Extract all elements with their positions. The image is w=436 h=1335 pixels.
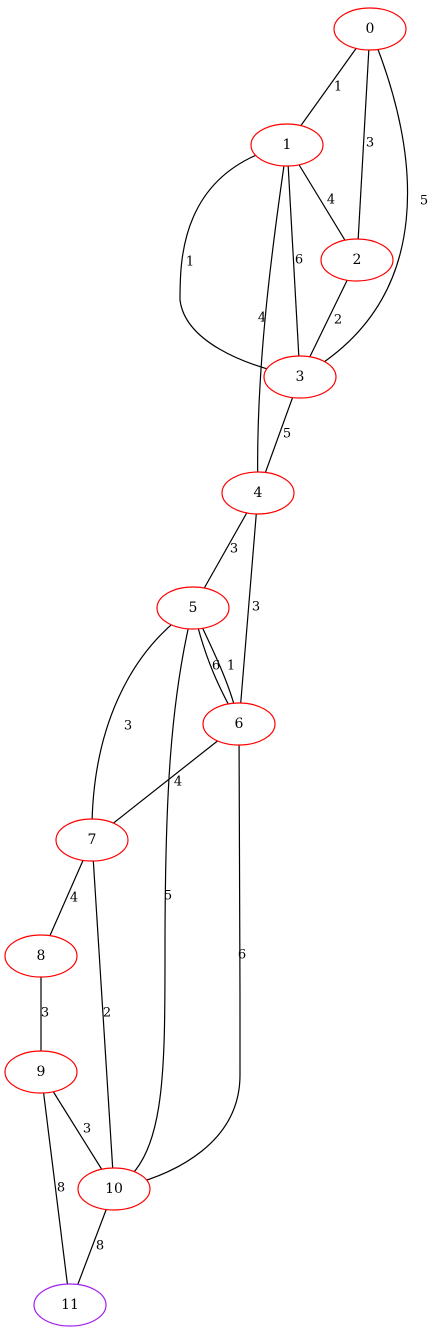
- edge-weight-label: 4: [327, 193, 335, 208]
- edge-weight-label: 6: [295, 253, 303, 268]
- node-label: 2: [353, 252, 362, 268]
- edge-weight-label: 3: [230, 542, 238, 557]
- node-label: 10: [105, 1181, 123, 1197]
- node-label: 11: [61, 1297, 79, 1313]
- node-11: 11: [34, 1284, 106, 1326]
- node-label: 6: [235, 716, 244, 732]
- edge-weight-label: 4: [70, 891, 78, 906]
- edge-5-10: [114, 608, 193, 1189]
- node-3: 3: [264, 356, 336, 398]
- edge-weight-label: 3: [83, 1122, 91, 1137]
- edge-6-10: [114, 724, 240, 1189]
- node-6: 6: [203, 703, 275, 745]
- edge-9-11: [41, 1072, 70, 1305]
- edge-weight-label: 2: [103, 1006, 111, 1021]
- node-label: 5: [189, 600, 198, 616]
- edge-weight-label: 1: [227, 659, 235, 674]
- node-label: 9: [37, 1064, 46, 1080]
- edge-weight-label: 8: [96, 1239, 104, 1254]
- node-0: 0: [334, 8, 406, 50]
- edge-0-3: [300, 29, 408, 377]
- node-1: 1: [251, 124, 323, 166]
- edge-weight-label: 2: [334, 313, 342, 328]
- node-label: 0: [366, 21, 375, 37]
- edges-layer: [41, 29, 408, 1305]
- edge-weight-label: 3: [252, 600, 260, 615]
- edge-weight-label: 6: [238, 948, 246, 963]
- edge-5-7: [92, 608, 193, 840]
- edge-weight-label: 5: [164, 889, 172, 904]
- node-label: 8: [37, 948, 46, 964]
- node-9: 9: [5, 1051, 77, 1093]
- node-label: 4: [254, 485, 263, 501]
- edge-weight-label: 3: [124, 719, 132, 734]
- node-label: 3: [296, 369, 305, 385]
- edge-weight-label: 3: [41, 1006, 49, 1021]
- node-label: 7: [88, 832, 97, 848]
- node-label: 1: [283, 137, 292, 153]
- node-5: 5: [157, 587, 229, 629]
- node-8: 8: [5, 935, 77, 977]
- node-7: 7: [56, 819, 128, 861]
- edge-weight-label: 4: [174, 775, 182, 790]
- edge-weight-label: 6: [212, 659, 220, 674]
- edge-weight-label: 3: [366, 136, 374, 151]
- edge-6-7: [92, 724, 239, 840]
- edge-weight-label: 5: [420, 194, 428, 209]
- edge-weight-label: 4: [258, 311, 266, 326]
- node-2: 2: [321, 239, 393, 281]
- edge-weight-label: 1: [186, 255, 194, 270]
- edge-weight-label: 1: [334, 80, 342, 95]
- edge-weight-label: 8: [57, 1181, 65, 1196]
- edge-weight-label: 5: [283, 427, 291, 442]
- node-4: 4: [222, 472, 294, 514]
- node-10: 10: [78, 1168, 150, 1210]
